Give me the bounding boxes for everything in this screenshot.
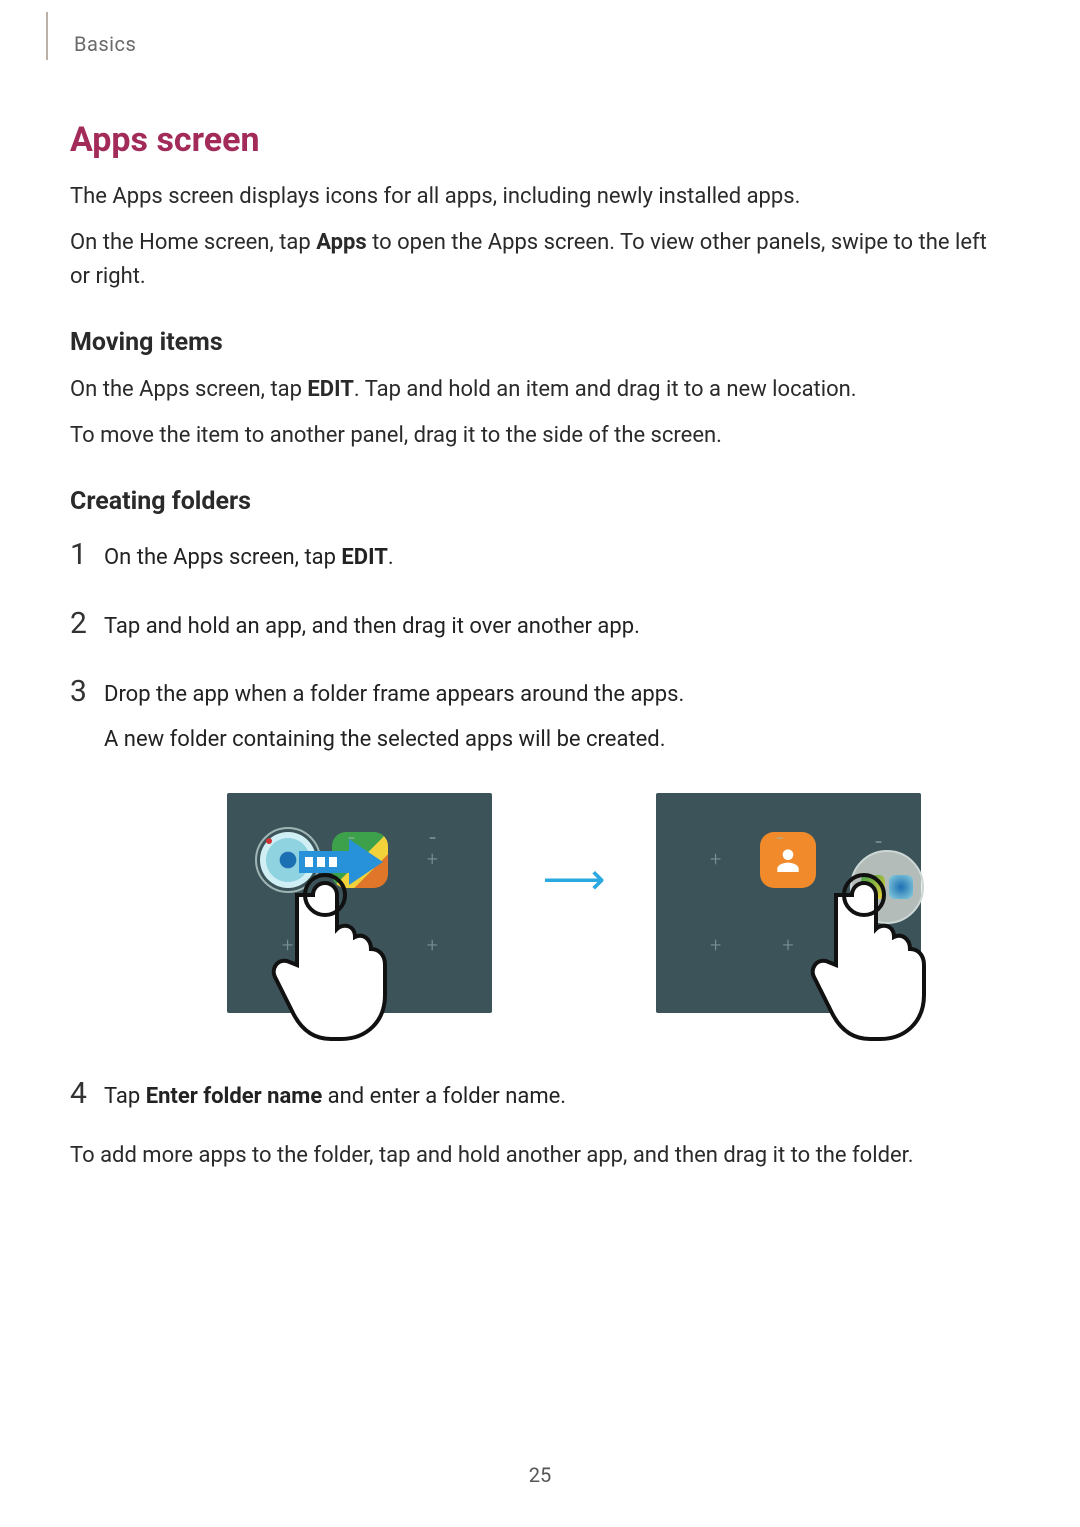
minus-badge-icon: −: [774, 833, 786, 845]
page-number: 25: [0, 1463, 1080, 1487]
grid-plus-icon: +: [710, 844, 721, 875]
edit-bold: EDIT: [307, 377, 353, 402]
text: On the Apps screen, tap: [104, 545, 341, 570]
text: and enter a folder name.: [322, 1084, 566, 1109]
figure-right-wrap: +: [656, 793, 921, 1013]
step-item: 3 Drop the app when a folder frame appea…: [70, 669, 1010, 1048]
creating-folders-heading: Creating folders: [70, 487, 1010, 516]
grid-plus-icon: +: [354, 930, 365, 961]
text: Tap: [104, 1084, 146, 1109]
closing-paragraph: To add more apps to the folder, tap and …: [70, 1139, 1010, 1173]
step-item: 2 Tap and hold an app, and then drag it …: [70, 601, 1010, 648]
step-number: 2: [70, 601, 104, 648]
grid-plus-icon: +: [710, 930, 721, 961]
apps-grid: +: [680, 817, 897, 989]
intro-paragraph-1: The Apps screen displays icons for all a…: [70, 180, 1010, 214]
page: Basics Apps screen The Apps screen displ…: [0, 0, 1080, 1527]
text: . Tap and hold an item and drag it to a …: [354, 377, 857, 402]
enter-folder-name-bold: Enter folder name: [146, 1084, 323, 1109]
steps-list: 1 On the Apps screen, tap EDIT. 2 Tap an…: [70, 532, 1010, 1117]
breadcrumb: Basics: [74, 32, 136, 60]
moving-items-p2: To move the item to another panel, drag …: [70, 419, 1010, 453]
grid-plus-icon: +: [782, 930, 793, 961]
apps-bold: Apps: [316, 230, 366, 255]
header-rule-icon: [46, 12, 48, 60]
contacts-icon: [760, 832, 816, 888]
step-body: Tap Enter folder name and enter a folder…: [104, 1080, 1010, 1114]
grid-plus-icon: +: [282, 930, 293, 961]
apps-grid-panel-right: +: [656, 793, 921, 1013]
moving-items-heading: Moving items: [70, 328, 1010, 357]
mini-camera-icon: [889, 875, 913, 899]
step-number: 1: [70, 532, 104, 579]
step-item: 1 On the Apps screen, tap EDIT.: [70, 532, 1010, 579]
apps-grid-panel-left: + + + + − −: [227, 793, 492, 1013]
edit-bold: EDIT: [341, 545, 387, 570]
text: .: [388, 545, 394, 570]
section-title: Apps screen: [70, 120, 1010, 160]
step-number: 3: [70, 669, 104, 716]
text: Drop the app when a folder frame appears…: [104, 682, 684, 707]
grid-plus-icon: +: [855, 930, 866, 961]
grid-cell: [760, 832, 816, 888]
minus-badge-icon: −: [873, 837, 885, 849]
text: On the Apps screen, tap: [70, 377, 307, 402]
intro-paragraph-2: On the Home screen, tap Apps to open the…: [70, 226, 1010, 294]
content: Apps screen The Apps screen displays ico…: [70, 120, 1010, 1173]
moving-items-p1: On the Apps screen, tap EDIT. Tap and ho…: [70, 373, 1010, 407]
step-item: 4 Tap Enter folder name and enter a fold…: [70, 1071, 1010, 1118]
arrow-right-icon: ⟶: [542, 845, 605, 913]
drag-arrow-icon: [299, 839, 383, 885]
figure-left-wrap: + + + + − −: [227, 793, 492, 1013]
figure-create-folder: + + + + − −: [138, 793, 1010, 1013]
grid-plus-icon: +: [427, 930, 438, 961]
grid-plus-icon: +: [427, 844, 438, 875]
minus-badge-icon: −: [426, 833, 438, 845]
step-body: On the Apps screen, tap EDIT.: [104, 541, 1010, 575]
step-subtext: A new folder containing the selected app…: [104, 723, 1010, 757]
text: On the Home screen, tap: [70, 230, 316, 255]
page-header: Basics: [46, 10, 136, 60]
step-body: Tap and hold an app, and then drag it ov…: [104, 610, 1010, 644]
mini-gallery-icon: [861, 875, 885, 899]
step-body: Drop the app when a folder frame appears…: [104, 678, 1010, 1048]
folder-outline-icon: [850, 850, 924, 924]
step-number: 4: [70, 1071, 104, 1118]
